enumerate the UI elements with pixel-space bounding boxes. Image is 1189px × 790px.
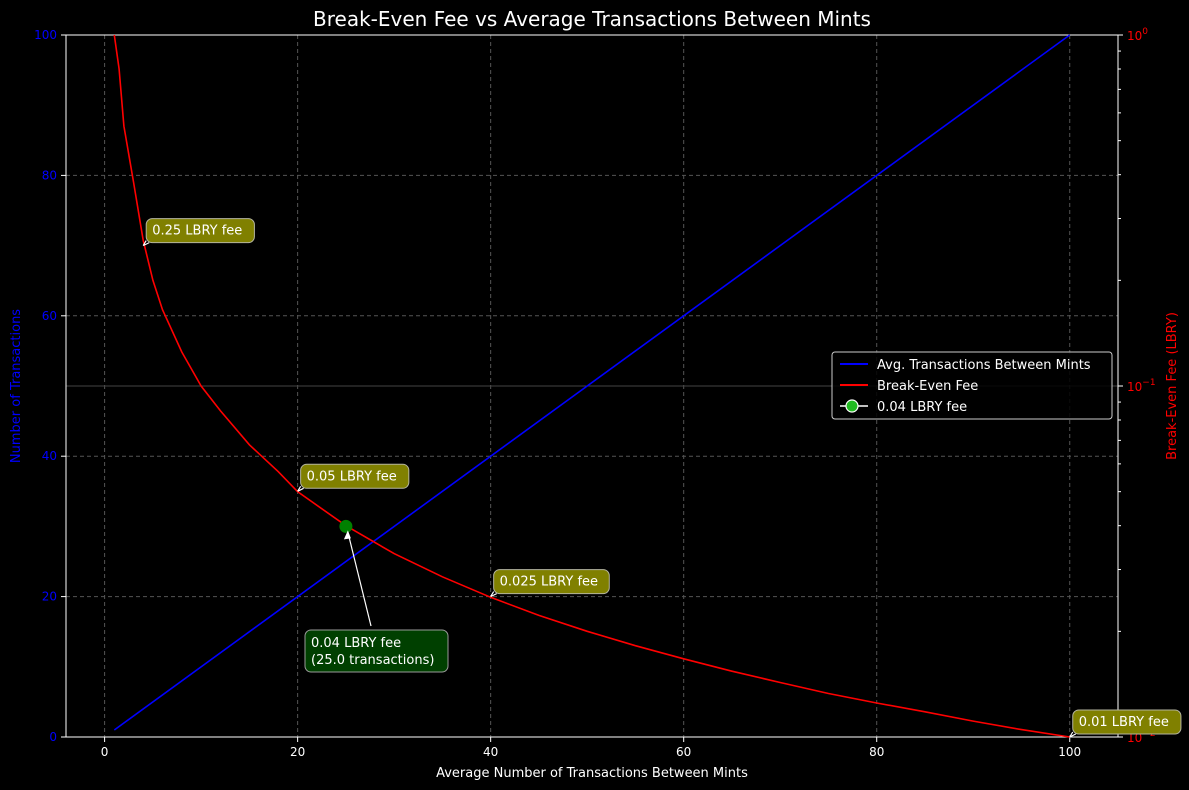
legend-label-1: Break-Even Fee (877, 379, 978, 394)
legend-box (831, 351, 1113, 420)
annotation-box-3 (1072, 709, 1182, 735)
x-tick-label: 80 (869, 745, 884, 759)
y-tick-label-left: 100 (34, 28, 57, 42)
legend-marker-swatch (845, 399, 859, 413)
annotation-label-0: 0.25 LBRY fee (152, 224, 242, 239)
series-line-0 (113, 34, 1071, 731)
x-tick-label: 0 (101, 745, 109, 759)
y-tick-label-left: 20 (42, 590, 57, 604)
y-tick-label-right: 10−1 (1127, 378, 1156, 394)
y-tick-label-left: 40 (42, 449, 57, 463)
annotation-box-2 (493, 569, 610, 595)
x-axis-label: Average Number of Transactions Between M… (436, 766, 748, 781)
annotation-arrowhead (343, 530, 351, 540)
annotation-arrow (347, 532, 372, 627)
annotation-arrowhead (490, 591, 497, 598)
x-tick-label: 60 (676, 745, 691, 759)
y-tick-label-right-exponent: 0 (1142, 27, 1148, 37)
y-tick-label-left: 60 (42, 309, 57, 323)
annotation-arrowhead (142, 240, 150, 247)
series-line-1 (113, 34, 1070, 738)
y-tick-label-left: 0 (49, 730, 57, 744)
legend-label-0: Avg. Transactions Between Mints (877, 358, 1091, 373)
y-tick-label-right: 100 (1127, 27, 1148, 43)
y-tick-label-right-exponent: −1 (1142, 378, 1155, 388)
marker-point (339, 519, 353, 533)
x-tick-label: 20 (290, 745, 305, 759)
plot-area: 02040608010002040608010010010−110−20.25 … (34, 27, 1182, 759)
annotation-box-4 (304, 629, 449, 673)
annotation-label-4: 0.04 LBRY fee (311, 636, 401, 651)
y-tick-label-right-base: 10 (1127, 29, 1142, 43)
annotation-arrowhead (297, 485, 304, 492)
annotation-arrowhead (1069, 731, 1077, 738)
annotation-label-2: 0.025 LBRY fee (500, 575, 598, 590)
y-axis-label-left: Number of Transactions (9, 309, 24, 463)
legend-label-marker: 0.04 LBRY fee (877, 400, 967, 415)
annotation-sublabel-4: (25.0 transactions) (311, 653, 434, 668)
y-tick-label-right-base: 10 (1127, 380, 1142, 394)
y-axis-label-right: Break-Even Fee (LBRY) (1165, 312, 1180, 460)
annotation-label-3: 0.01 LBRY fee (1079, 715, 1169, 730)
annotation-box-0 (145, 218, 255, 244)
annotation-box-1 (300, 463, 410, 489)
x-tick-label: 40 (483, 745, 498, 759)
chart-title: Break-Even Fee vs Average Transactions B… (313, 7, 871, 31)
y-tick-label-left: 80 (42, 168, 57, 182)
x-tick-label: 100 (1058, 745, 1081, 759)
annotation-label-1: 0.05 LBRY fee (307, 469, 397, 484)
